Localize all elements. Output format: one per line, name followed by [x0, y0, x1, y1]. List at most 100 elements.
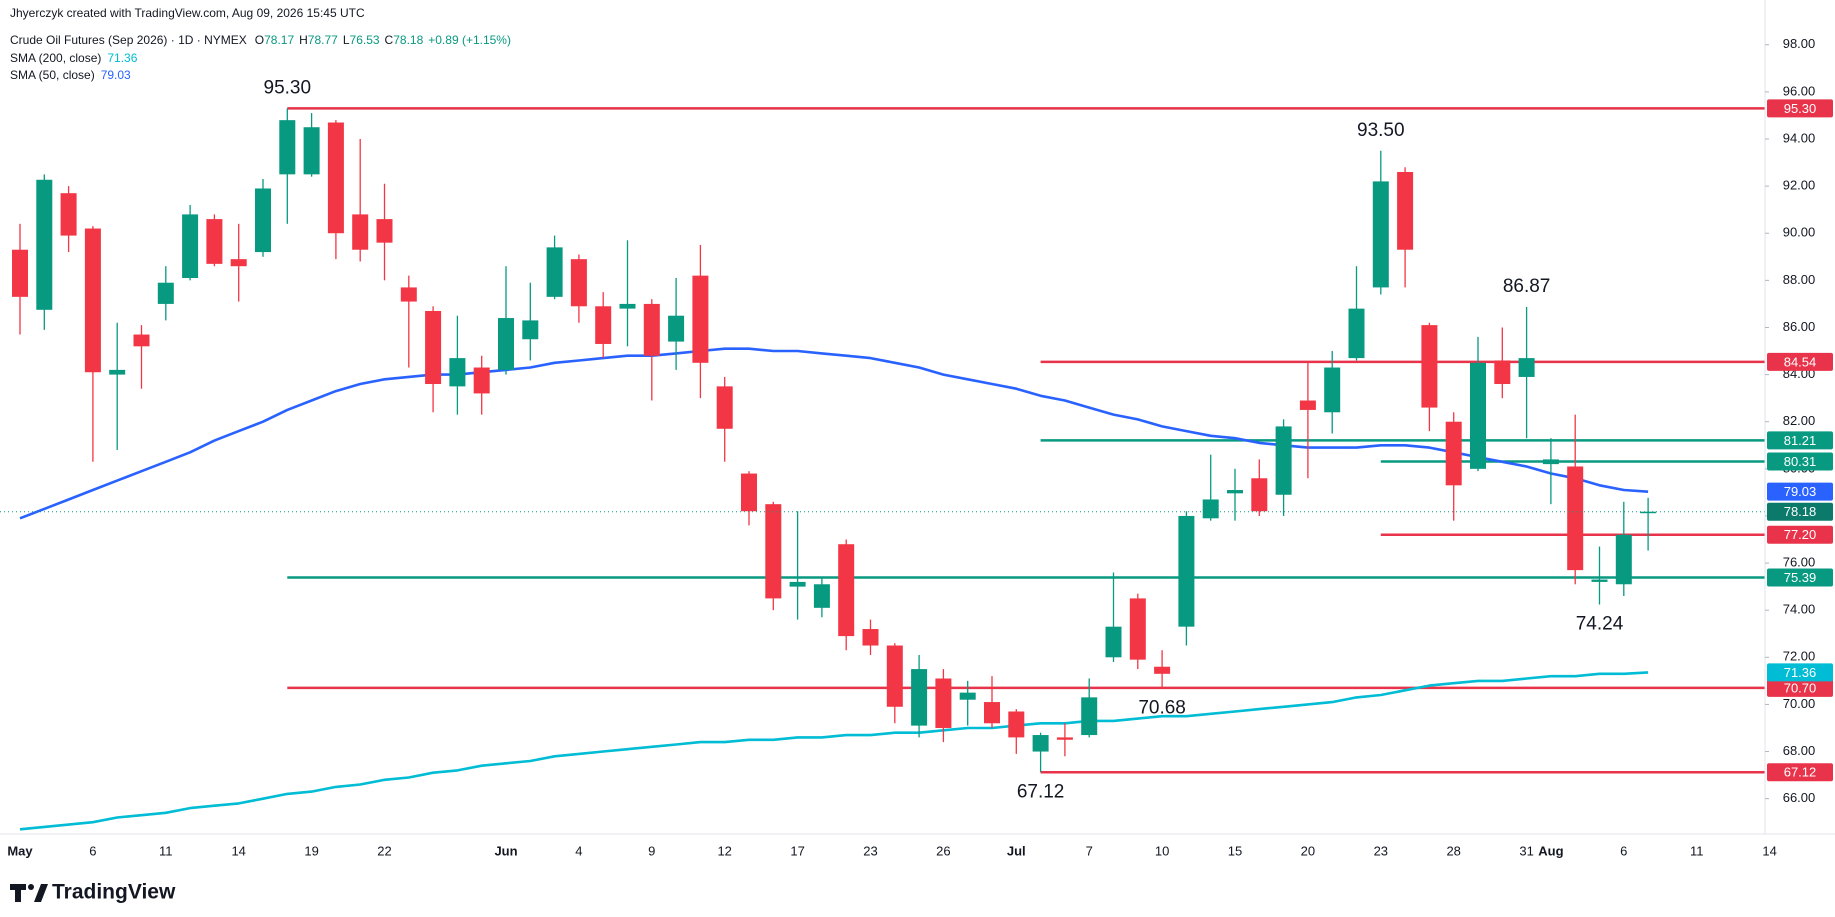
x-tick-label: Jul	[1007, 843, 1026, 858]
candle-body	[255, 188, 271, 253]
candle-body	[60, 193, 77, 236]
price-badge-label: 77.20	[1784, 527, 1817, 542]
candle-body	[84, 228, 101, 373]
ohlc-key: L	[343, 33, 350, 47]
candle-body	[230, 259, 247, 267]
candle-body	[862, 629, 879, 646]
candle-body	[303, 127, 320, 175]
ohlc-value: 78.77	[308, 33, 338, 47]
x-tick-label: 31	[1519, 843, 1533, 858]
candle-body	[327, 122, 344, 234]
price-annotation: 93.50	[1357, 120, 1405, 141]
price-badge	[1767, 99, 1833, 118]
candle-body	[1105, 626, 1122, 658]
indicator-legend: SMA (50, close) 79.03	[10, 68, 131, 82]
candle-body	[765, 504, 782, 599]
brand-logo: TradingView	[10, 881, 176, 904]
price-badge	[1767, 431, 1833, 450]
candle-body	[546, 247, 563, 297]
price-badge	[1767, 502, 1833, 521]
ohlc-value: 78.18	[393, 33, 423, 47]
candle-body	[182, 214, 199, 278]
candle-body	[1591, 579, 1608, 582]
candle-body	[1518, 358, 1535, 377]
price-badge-label: 79.03	[1784, 484, 1817, 499]
candle-body	[1640, 511, 1657, 514]
candle-body	[619, 303, 636, 309]
x-tick-label: 6	[89, 843, 96, 858]
candle-body	[838, 544, 855, 637]
candle-body	[1227, 490, 1243, 494]
candle-body	[1567, 466, 1584, 571]
x-tick-label: 22	[377, 843, 391, 858]
candle-body	[1494, 360, 1511, 385]
price-badge	[1767, 452, 1833, 471]
candle-body	[133, 334, 150, 347]
price-badge	[1767, 352, 1833, 371]
x-tick-label: Aug	[1538, 843, 1563, 858]
x-tick-label: 7	[1086, 843, 1093, 858]
x-tick-label: 17	[790, 843, 804, 858]
y-tick-label: 76.00	[1783, 555, 1816, 570]
x-tick-label: 26	[936, 843, 950, 858]
candle-body	[376, 219, 393, 243]
candle-body	[1324, 367, 1341, 413]
candle-body	[1056, 737, 1073, 740]
candle-body	[109, 369, 126, 375]
y-tick-label: 96.00	[1783, 83, 1816, 98]
candle-body	[1251, 478, 1268, 512]
price-badge-label: 81.21	[1784, 433, 1817, 448]
price-badge	[1767, 678, 1833, 697]
candle-body	[1129, 598, 1146, 660]
x-tick-label: 10	[1155, 843, 1169, 858]
candle-body	[279, 120, 296, 175]
price-annotation: 74.24	[1576, 614, 1624, 635]
price-badge	[1767, 482, 1833, 501]
price-badge-label: 80.31	[1784, 454, 1817, 469]
price-badge	[1767, 568, 1833, 587]
y-tick-label: 94.00	[1783, 130, 1816, 145]
candle-body	[1615, 534, 1632, 585]
y-tick-label: 86.00	[1783, 319, 1816, 334]
price-badge-label: 75.39	[1784, 570, 1817, 585]
x-tick-label: 12	[717, 843, 731, 858]
price-annotation: 86.87	[1503, 276, 1551, 297]
ohlc-value: 78.17	[264, 33, 294, 47]
candle-body	[984, 702, 1000, 724]
x-tick-label: 9	[648, 843, 655, 858]
x-tick-label: Jun	[494, 843, 517, 858]
candle-body	[935, 678, 952, 728]
candle-body	[1470, 362, 1486, 469]
candle-body	[1008, 711, 1025, 738]
y-tick-label: 88.00	[1783, 272, 1816, 287]
candle-body	[1178, 515, 1195, 627]
sma-line	[19, 671, 1649, 831]
candle-body	[1421, 325, 1438, 408]
price-annotation: 70.68	[1138, 697, 1186, 718]
price-badge-label: 78.18	[1784, 504, 1817, 519]
x-tick-label: 20	[1301, 843, 1315, 858]
candle-body	[668, 315, 685, 342]
y-tick-label: 70.00	[1783, 696, 1816, 711]
legend: Jhyerczyk created with TradingView.com, …	[10, 6, 511, 82]
x-tick-label: 28	[1446, 843, 1460, 858]
price-annotation: 95.30	[264, 77, 312, 98]
candle-body	[1372, 181, 1389, 288]
candle-body	[522, 320, 539, 340]
y-tick-label: 92.00	[1783, 178, 1816, 193]
candle-body	[959, 692, 976, 700]
y-tick-label: 90.00	[1783, 225, 1816, 240]
price-badge-label: 67.12	[1784, 765, 1817, 780]
ohlc-key: C	[385, 33, 394, 47]
candle-body	[886, 645, 903, 707]
change: +0.89 (+1.15%)	[428, 33, 511, 47]
price-badge-label: 84.54	[1784, 354, 1817, 369]
axes: 66.0068.0070.0072.0074.0076.0078.0080.00…	[7, 36, 1833, 858]
candle-body	[643, 303, 660, 356]
symbol-legend: Crude Oil Futures (Sep 2026) · 1D · NYME…	[10, 33, 511, 47]
candle-body	[36, 179, 53, 310]
x-tick-label: 11	[1690, 843, 1704, 858]
x-tick-label: 19	[304, 843, 318, 858]
x-tick-label: 4	[575, 843, 582, 858]
x-tick-label: 15	[1228, 843, 1242, 858]
